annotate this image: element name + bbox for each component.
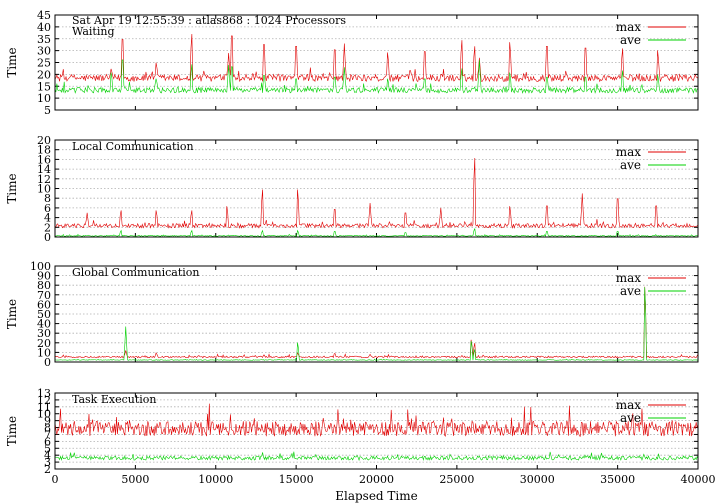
y-tick-label: 16 bbox=[37, 153, 51, 166]
panel-label: Waiting bbox=[72, 25, 115, 38]
y-tick-label: 20 bbox=[37, 134, 51, 147]
legend-max-label: max bbox=[616, 398, 642, 412]
chart-title: Sat Apr 19 12:55:39 : atlas868 : 1024 Pr… bbox=[72, 14, 346, 27]
y-tick-label: 4 bbox=[44, 212, 51, 225]
y-tick-label: 30 bbox=[37, 327, 51, 340]
y-tick-label: 14 bbox=[37, 163, 51, 176]
y-tick-label: 100 bbox=[30, 260, 51, 273]
series-max-line bbox=[55, 403, 698, 437]
y-tick-label: 20 bbox=[37, 337, 51, 350]
panel-label: Local Communication bbox=[72, 140, 194, 153]
y-tick-label: 18 bbox=[37, 144, 51, 157]
y-tick-label: 2 bbox=[44, 463, 51, 476]
y-tick-label: 90 bbox=[37, 270, 51, 283]
series-max-line bbox=[55, 158, 698, 229]
x-tick-label: 10000 bbox=[198, 473, 233, 486]
y-tick-label: 9 bbox=[44, 415, 51, 428]
y-axis-label: Time bbox=[5, 173, 19, 203]
y-tick-label: 4 bbox=[44, 449, 51, 462]
series-ave-line bbox=[55, 287, 698, 361]
y-tick-label: 10 bbox=[37, 92, 51, 105]
y-tick-label: 15 bbox=[37, 80, 51, 93]
x-tick-label: 20000 bbox=[359, 473, 394, 486]
y-tick-label: 35 bbox=[37, 33, 51, 46]
x-tick-label: 40000 bbox=[681, 473, 716, 486]
y-tick-label: 70 bbox=[37, 289, 51, 302]
panel-label: Global Communication bbox=[72, 266, 200, 279]
y-axis-label: Time bbox=[5, 299, 19, 329]
plot-frame bbox=[54, 14, 699, 111]
y-tick-label: 80 bbox=[37, 279, 51, 292]
panel-label: Task Execution bbox=[72, 393, 156, 406]
y-tick-label: 5 bbox=[44, 442, 51, 455]
legend-max-label: max bbox=[616, 271, 642, 285]
x-tick-label: 30000 bbox=[520, 473, 555, 486]
y-tick-label: 5 bbox=[44, 104, 51, 117]
y-tick-label: 6 bbox=[44, 202, 51, 215]
series-ave-line bbox=[55, 228, 698, 237]
y-tick-label: 40 bbox=[37, 21, 51, 34]
y-tick-label: 45 bbox=[37, 9, 51, 22]
plot-frame bbox=[54, 139, 699, 238]
y-tick-label: 11 bbox=[37, 401, 51, 414]
series-ave-line bbox=[55, 451, 698, 462]
y-tick-label: 6 bbox=[44, 435, 51, 448]
legend-ave-label: ave bbox=[620, 158, 641, 172]
y-tick-label: 8 bbox=[44, 192, 51, 205]
legend-ave-label: ave bbox=[620, 33, 641, 47]
plot-frame bbox=[54, 265, 699, 363]
y-tick-label: 2 bbox=[44, 221, 51, 234]
y-tick-label: 40 bbox=[37, 318, 51, 331]
y-tick-label: 12 bbox=[37, 394, 51, 407]
x-tick-label: 0 bbox=[52, 473, 59, 486]
legend-ave-label: ave bbox=[620, 284, 641, 298]
plot-frame bbox=[54, 392, 699, 470]
y-tick-label: 20 bbox=[37, 68, 51, 81]
y-tick-label: 10 bbox=[37, 183, 51, 196]
x-axis-label: Elapsed Time bbox=[335, 489, 418, 503]
y-tick-label: 0 bbox=[44, 356, 51, 369]
x-tick-label: 25000 bbox=[439, 473, 474, 486]
y-tick-label: 50 bbox=[37, 308, 51, 321]
y-tick-label: 3 bbox=[44, 456, 51, 469]
y-tick-label: 13 bbox=[37, 387, 51, 400]
x-tick-label: 5000 bbox=[121, 473, 149, 486]
y-axis-label: Time bbox=[5, 416, 19, 446]
y-tick-label: 12 bbox=[37, 173, 51, 186]
series-max-line bbox=[55, 286, 698, 359]
y-tick-label: 10 bbox=[37, 408, 51, 421]
x-tick-label: 15000 bbox=[279, 473, 314, 486]
y-tick-label: 8 bbox=[44, 422, 51, 435]
legend-max-label: max bbox=[616, 145, 642, 159]
legend-max-label: max bbox=[616, 20, 642, 34]
y-tick-label: 10 bbox=[37, 346, 51, 359]
y-tick-label: 60 bbox=[37, 298, 51, 311]
y-tick-label: 0 bbox=[44, 231, 51, 244]
y-tick-label: 30 bbox=[37, 45, 51, 58]
series-ave-line bbox=[55, 59, 698, 94]
y-tick-label: 25 bbox=[37, 57, 51, 70]
series-max-line bbox=[55, 33, 698, 83]
y-tick-label: 7 bbox=[44, 428, 51, 441]
y-axis-label: Time bbox=[5, 47, 19, 77]
legend-ave-label: ave bbox=[620, 411, 641, 425]
x-tick-label: 35000 bbox=[600, 473, 635, 486]
